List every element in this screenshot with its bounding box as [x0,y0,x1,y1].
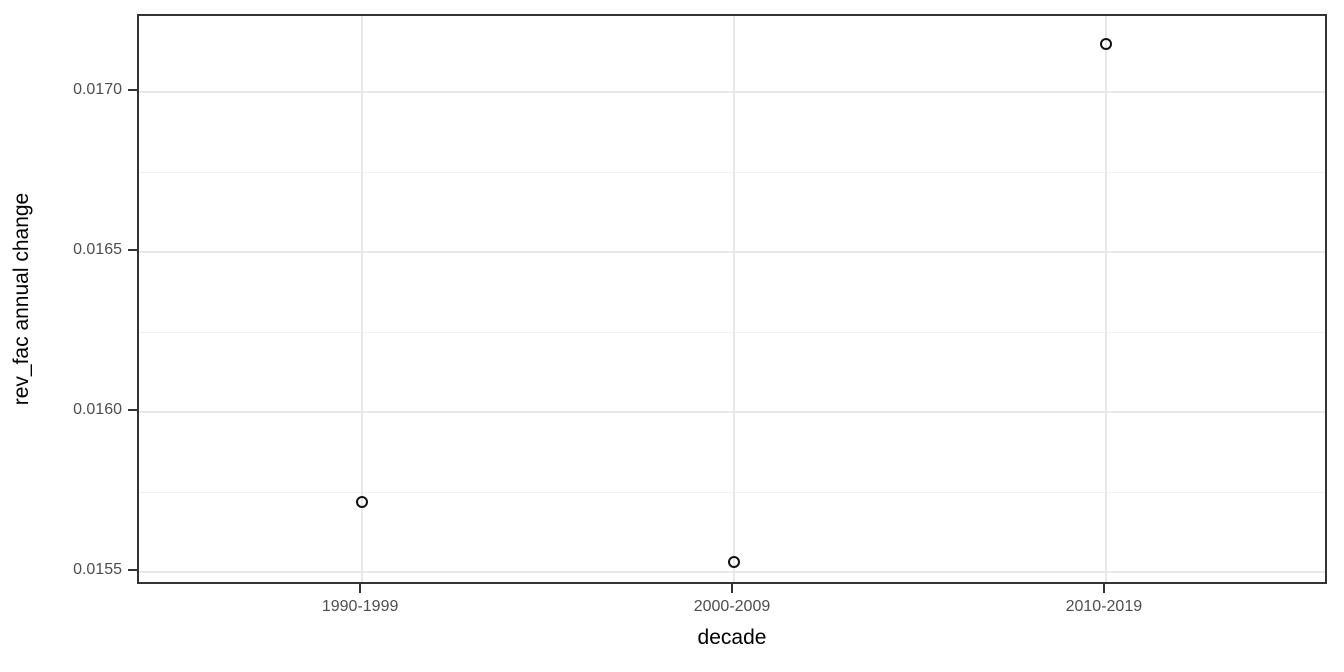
y-axis-tick-label: 0.0170 [73,81,122,98]
data-point [728,556,740,569]
gridline-major-vertical [361,16,364,582]
gridline-major-horizontal [139,91,1325,93]
gridline-major-horizontal [139,251,1325,253]
gridline-major-vertical [733,16,735,582]
x-axis-tick-label: 2010-2019 [1065,598,1143,615]
y-axis-title: rev_fac annual change [10,192,33,406]
y-axis-tick-label: 0.0155 [73,561,122,579]
x-axis-tick [359,584,362,593]
plot-panel [137,14,1327,584]
data-point [356,495,369,508]
y-axis-tick-label: 0.0165 [73,241,122,258]
gridline-major-vertical [1104,16,1107,582]
y-axis-tick [128,409,137,411]
x-axis-title: decade [697,626,767,649]
gridline-minor-horizontal [139,171,1325,173]
y-axis-tick [128,249,137,251]
gridline-minor-horizontal [139,491,1325,493]
x-axis-tick-label: 1990-1999 [321,598,399,615]
data-point [1099,38,1112,50]
y-axis-tick-label: 0.0160 [73,401,122,418]
x-axis-tick-label: 2000-2009 [693,598,771,615]
y-axis-tick [128,569,137,572]
y-axis-tick [128,89,137,91]
x-axis-tick [731,584,733,593]
gridline-major-horizontal [139,411,1325,413]
gridline-minor-horizontal [139,331,1325,333]
gridline-major-horizontal [139,571,1325,574]
x-axis-tick [1102,584,1105,593]
